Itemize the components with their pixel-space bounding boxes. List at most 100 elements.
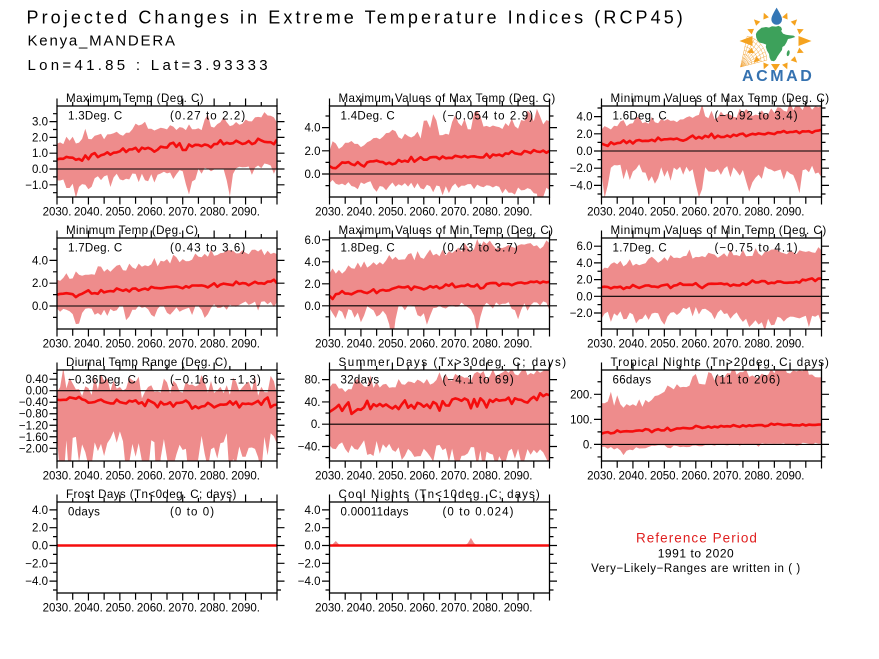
svg-text:2070.: 2070. xyxy=(168,471,197,483)
svg-text:2.0: 2.0 xyxy=(305,279,321,291)
svg-text:ACMAD: ACMAD xyxy=(742,68,814,85)
svg-text:(−0.16 to −1.3): (−0.16 to −1.3) xyxy=(170,375,262,387)
svg-text:Minimum Values of Max Temp (De: Minimum Values of Max Temp (Deg. C) xyxy=(611,92,830,105)
svg-text:1.8Deg. C: 1.8Deg. C xyxy=(341,243,395,255)
svg-text:Tropical Nights (Tn>20deg. C;: Tropical Nights (Tn>20deg. C; days) xyxy=(611,356,830,369)
svg-text:2080.: 2080. xyxy=(472,339,501,351)
svg-text:1.7Deg. C: 1.7Deg. C xyxy=(68,243,122,255)
svg-text:2030.: 2030. xyxy=(587,207,616,219)
svg-text:2040.: 2040. xyxy=(619,339,648,351)
svg-text:Maximum Values of Max Temp (De: Maximum Values of Max Temp (Deg. C) xyxy=(339,92,556,105)
svg-text:2070.: 2070. xyxy=(168,339,197,351)
svg-text:2.0: 2.0 xyxy=(305,523,321,535)
svg-text:1991 to 2020: 1991 to 2020 xyxy=(658,547,735,561)
svg-text:2060.: 2060. xyxy=(409,339,438,351)
svg-text:(0.27 to 2.2): (0.27 to 2.2) xyxy=(170,111,246,123)
svg-text:32days: 32days xyxy=(341,375,380,387)
svg-text:2030.: 2030. xyxy=(43,471,72,483)
svg-text:−4.0: −4.0 xyxy=(570,180,593,192)
svg-text:2050.: 2050. xyxy=(106,207,135,219)
svg-text:0.: 0. xyxy=(583,439,593,451)
svg-text:−40.: −40. xyxy=(298,442,321,454)
svg-text:2.0: 2.0 xyxy=(577,275,593,287)
svg-text:2050.: 2050. xyxy=(106,339,135,351)
svg-text:0.00011days: 0.00011days xyxy=(341,507,409,519)
svg-text:2090.: 2090. xyxy=(504,603,533,615)
svg-text:2080.: 2080. xyxy=(744,207,773,219)
svg-text:(0 to 0): (0 to 0) xyxy=(170,507,215,519)
svg-text:2070.: 2070. xyxy=(441,471,470,483)
svg-text:2.0: 2.0 xyxy=(32,132,48,144)
svg-text:Minimum Values of Min Temp (De: Minimum Values of Min Temp (Deg. C) xyxy=(611,224,827,237)
svg-text:−0.40: −0.40 xyxy=(19,397,48,409)
svg-text:0.0: 0.0 xyxy=(32,164,48,176)
svg-text:−0.36Deg. C: −0.36Deg. C xyxy=(68,375,136,387)
svg-text:Summer Days (Tx>30deg. C; days: Summer Days (Tx>30deg. C; days) xyxy=(339,356,568,369)
svg-text:2080.: 2080. xyxy=(744,339,773,351)
svg-text:(−0.92 to 3.4): (−0.92 to 3.4) xyxy=(715,111,799,123)
svg-text:0.: 0. xyxy=(311,419,321,431)
svg-text:0days: 0days xyxy=(68,507,100,519)
svg-text:2050.: 2050. xyxy=(378,471,407,483)
svg-text:(0.43 to 3.6): (0.43 to 3.6) xyxy=(170,243,246,255)
svg-text:2070.: 2070. xyxy=(713,207,742,219)
svg-text:2070.: 2070. xyxy=(713,471,742,483)
svg-text:2090.: 2090. xyxy=(776,339,805,351)
svg-text:Projected Changes in Extreme T: Projected Changes in Extreme Temperature… xyxy=(27,8,686,28)
svg-text:2070.: 2070. xyxy=(441,339,470,351)
svg-text:2090.: 2090. xyxy=(776,471,805,483)
svg-text:2040.: 2040. xyxy=(347,207,376,219)
svg-text:2080.: 2080. xyxy=(472,603,501,615)
svg-text:−2.00: −2.00 xyxy=(19,443,48,455)
svg-text:0.0: 0.0 xyxy=(305,541,321,553)
svg-text:2.0: 2.0 xyxy=(32,278,48,290)
svg-text:1.7Deg. C: 1.7Deg. C xyxy=(613,243,667,255)
svg-text:2030.: 2030. xyxy=(43,339,72,351)
svg-text:4.0: 4.0 xyxy=(32,255,48,267)
svg-text:2060.: 2060. xyxy=(409,207,438,219)
svg-text:200.: 200. xyxy=(570,389,592,401)
svg-text:2080.: 2080. xyxy=(472,471,501,483)
svg-text:2030.: 2030. xyxy=(315,603,344,615)
svg-text:2030.: 2030. xyxy=(43,207,72,219)
svg-text:2050.: 2050. xyxy=(106,603,135,615)
svg-text:2060.: 2060. xyxy=(137,207,166,219)
svg-text:4.0: 4.0 xyxy=(32,505,48,517)
svg-text:0.00: 0.00 xyxy=(26,386,48,398)
svg-text:2.0: 2.0 xyxy=(32,523,48,535)
svg-text:2040.: 2040. xyxy=(347,603,376,615)
svg-text:2040.: 2040. xyxy=(347,339,376,351)
svg-text:2060.: 2060. xyxy=(137,471,166,483)
svg-text:2060.: 2060. xyxy=(409,471,438,483)
svg-text:2080.: 2080. xyxy=(744,471,773,483)
svg-text:1.4Deg. C: 1.4Deg. C xyxy=(341,111,395,123)
svg-text:2090.: 2090. xyxy=(504,471,533,483)
svg-text:(−4.1 to 69): (−4.1 to 69) xyxy=(443,375,515,387)
svg-text:2090.: 2090. xyxy=(231,471,260,483)
svg-text:2030.: 2030. xyxy=(315,339,344,351)
svg-text:2030.: 2030. xyxy=(587,471,616,483)
svg-text:2050.: 2050. xyxy=(106,471,135,483)
svg-text:2080.: 2080. xyxy=(200,603,229,615)
svg-text:(0 to 0.024): (0 to 0.024) xyxy=(443,507,515,519)
svg-text:2090.: 2090. xyxy=(776,207,805,219)
svg-text:2070.: 2070. xyxy=(713,339,742,351)
svg-text:0.0: 0.0 xyxy=(305,169,321,181)
svg-text:2030.: 2030. xyxy=(587,339,616,351)
svg-text:2040.: 2040. xyxy=(347,471,376,483)
svg-text:−4.0: −4.0 xyxy=(298,576,321,588)
svg-text:2040.: 2040. xyxy=(74,207,103,219)
svg-text:2080.: 2080. xyxy=(200,207,229,219)
svg-text:2040.: 2040. xyxy=(74,603,103,615)
svg-text:−1.60: −1.60 xyxy=(19,432,48,444)
svg-text:2040.: 2040. xyxy=(619,471,648,483)
svg-text:2050.: 2050. xyxy=(650,207,679,219)
svg-text:2.0: 2.0 xyxy=(305,146,321,158)
svg-text:2080.: 2080. xyxy=(200,471,229,483)
svg-text:2090.: 2090. xyxy=(504,339,533,351)
svg-text:2040.: 2040. xyxy=(74,471,103,483)
svg-text:2090.: 2090. xyxy=(231,603,260,615)
svg-text:6.0: 6.0 xyxy=(577,241,593,253)
svg-text:2060.: 2060. xyxy=(137,603,166,615)
svg-text:(−0.054 to 2.9): (−0.054 to 2.9) xyxy=(443,111,535,123)
